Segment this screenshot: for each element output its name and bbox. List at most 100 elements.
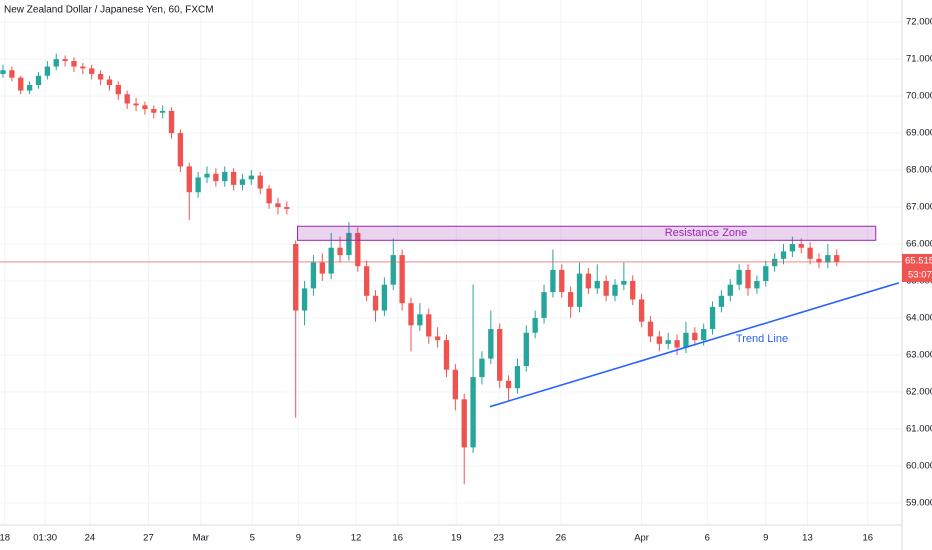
y-tick-label: 72.000 (906, 17, 932, 28)
candle-body (390, 255, 396, 285)
candle-body (834, 255, 840, 262)
y-tick-label: 66.000 (906, 239, 932, 250)
y-tick-label: 68.000 (906, 165, 932, 176)
candle-body (115, 85, 121, 95)
x-tick-label: 19 (451, 533, 462, 544)
y-tick-label: 60.000 (906, 460, 932, 471)
y-tick-label: 69.000 (906, 128, 932, 139)
candle-body (177, 133, 184, 167)
candle-body (736, 269, 742, 285)
candle-body (62, 59, 68, 62)
candle-body (612, 284, 618, 296)
candle-body (718, 295, 725, 307)
trend-line-label: Trend Line (736, 333, 788, 345)
candle-body (603, 280, 609, 296)
candle-body (53, 59, 59, 67)
candle-body (771, 258, 778, 267)
candle-body (426, 314, 432, 337)
candle-body (656, 336, 662, 344)
candle-body (621, 280, 627, 285)
y-tick-label: 59.000 (906, 497, 932, 508)
candle-body (89, 68, 95, 74)
candle-body (434, 336, 441, 341)
candle-body (674, 340, 680, 348)
candle-body (363, 266, 370, 296)
candle-body (585, 273, 592, 289)
candle-body (301, 288, 308, 311)
candle-body (417, 314, 423, 326)
candle-body (816, 258, 822, 263)
candle-body (106, 79, 113, 86)
candle-body (168, 110, 175, 134)
x-tick-label: 26 (556, 533, 567, 544)
candle-body (665, 340, 671, 344)
candle-body (594, 280, 600, 289)
x-tick-label: 01:30 (33, 533, 57, 544)
candle-body (550, 269, 556, 293)
candle-body (133, 103, 139, 106)
candle-body (71, 61, 77, 67)
candle-body (293, 244, 299, 311)
candle-body (310, 262, 317, 289)
candle-body (248, 175, 255, 180)
candle-body (470, 377, 476, 448)
x-tick-label: 24 (85, 533, 96, 544)
candle-body (239, 179, 246, 185)
y-tick-label: 64.000 (906, 312, 932, 323)
candle-body (683, 332, 689, 348)
x-tick-label: Mar (193, 533, 209, 544)
candle-body (576, 273, 583, 307)
x-tick-label: 5 (250, 533, 255, 544)
x-tick-label: 12 (351, 533, 362, 544)
candle-body (142, 105, 148, 110)
candle-body (825, 255, 831, 263)
x-tick-label: 23 (494, 533, 505, 544)
candle-body (452, 369, 459, 400)
resistance-zone (296, 225, 877, 241)
candle-body (408, 303, 414, 326)
candle-body (372, 295, 379, 311)
candle-body (532, 317, 538, 333)
candle-body (745, 269, 751, 289)
candle-body (497, 329, 503, 381)
y-tick-label: 62.000 (906, 386, 932, 397)
x-tick-label: 9 (763, 533, 768, 544)
candle-body (807, 247, 813, 259)
x-tick-label: 16 (862, 533, 873, 544)
candle-body (18, 77, 24, 91)
x-tick-label: 6 (705, 533, 710, 544)
candle-body (505, 380, 512, 389)
candle-body (213, 173, 219, 182)
candle-body (479, 358, 485, 378)
x-tick-label: 18 (0, 533, 10, 544)
candle-body (204, 173, 210, 178)
countdown-label: 53:07 (908, 269, 932, 280)
candle-body (80, 66, 86, 69)
candle-body (257, 175, 263, 189)
candle-body (461, 399, 467, 448)
x-tick-label: 27 (143, 533, 154, 544)
candle-body (638, 299, 645, 322)
candle-body (35, 75, 42, 86)
candle-body (789, 244, 796, 252)
current-price-box (902, 253, 932, 282)
candle-body (222, 171, 228, 182)
y-tick-label: 67.000 (906, 202, 932, 213)
candle-body (647, 321, 654, 337)
candle-body (44, 66, 51, 76)
candle-body (346, 232, 352, 256)
x-tick-label: 13 (802, 533, 813, 544)
candle-body (559, 269, 565, 293)
x-tick-label: 9 (296, 533, 301, 544)
candle-body (355, 232, 361, 267)
candle-body (151, 109, 157, 113)
y-tick-label: 63.000 (906, 349, 932, 360)
candle-body (195, 177, 201, 193)
candle-body (399, 255, 405, 304)
candle-body (780, 251, 787, 259)
candle-body (328, 247, 334, 274)
current-price-label: 65.515 (905, 255, 932, 266)
candle-body (284, 207, 290, 209)
